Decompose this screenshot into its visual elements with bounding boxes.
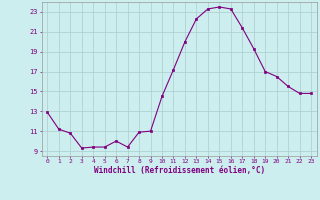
X-axis label: Windchill (Refroidissement éolien,°C): Windchill (Refroidissement éolien,°C) xyxy=(94,166,265,175)
